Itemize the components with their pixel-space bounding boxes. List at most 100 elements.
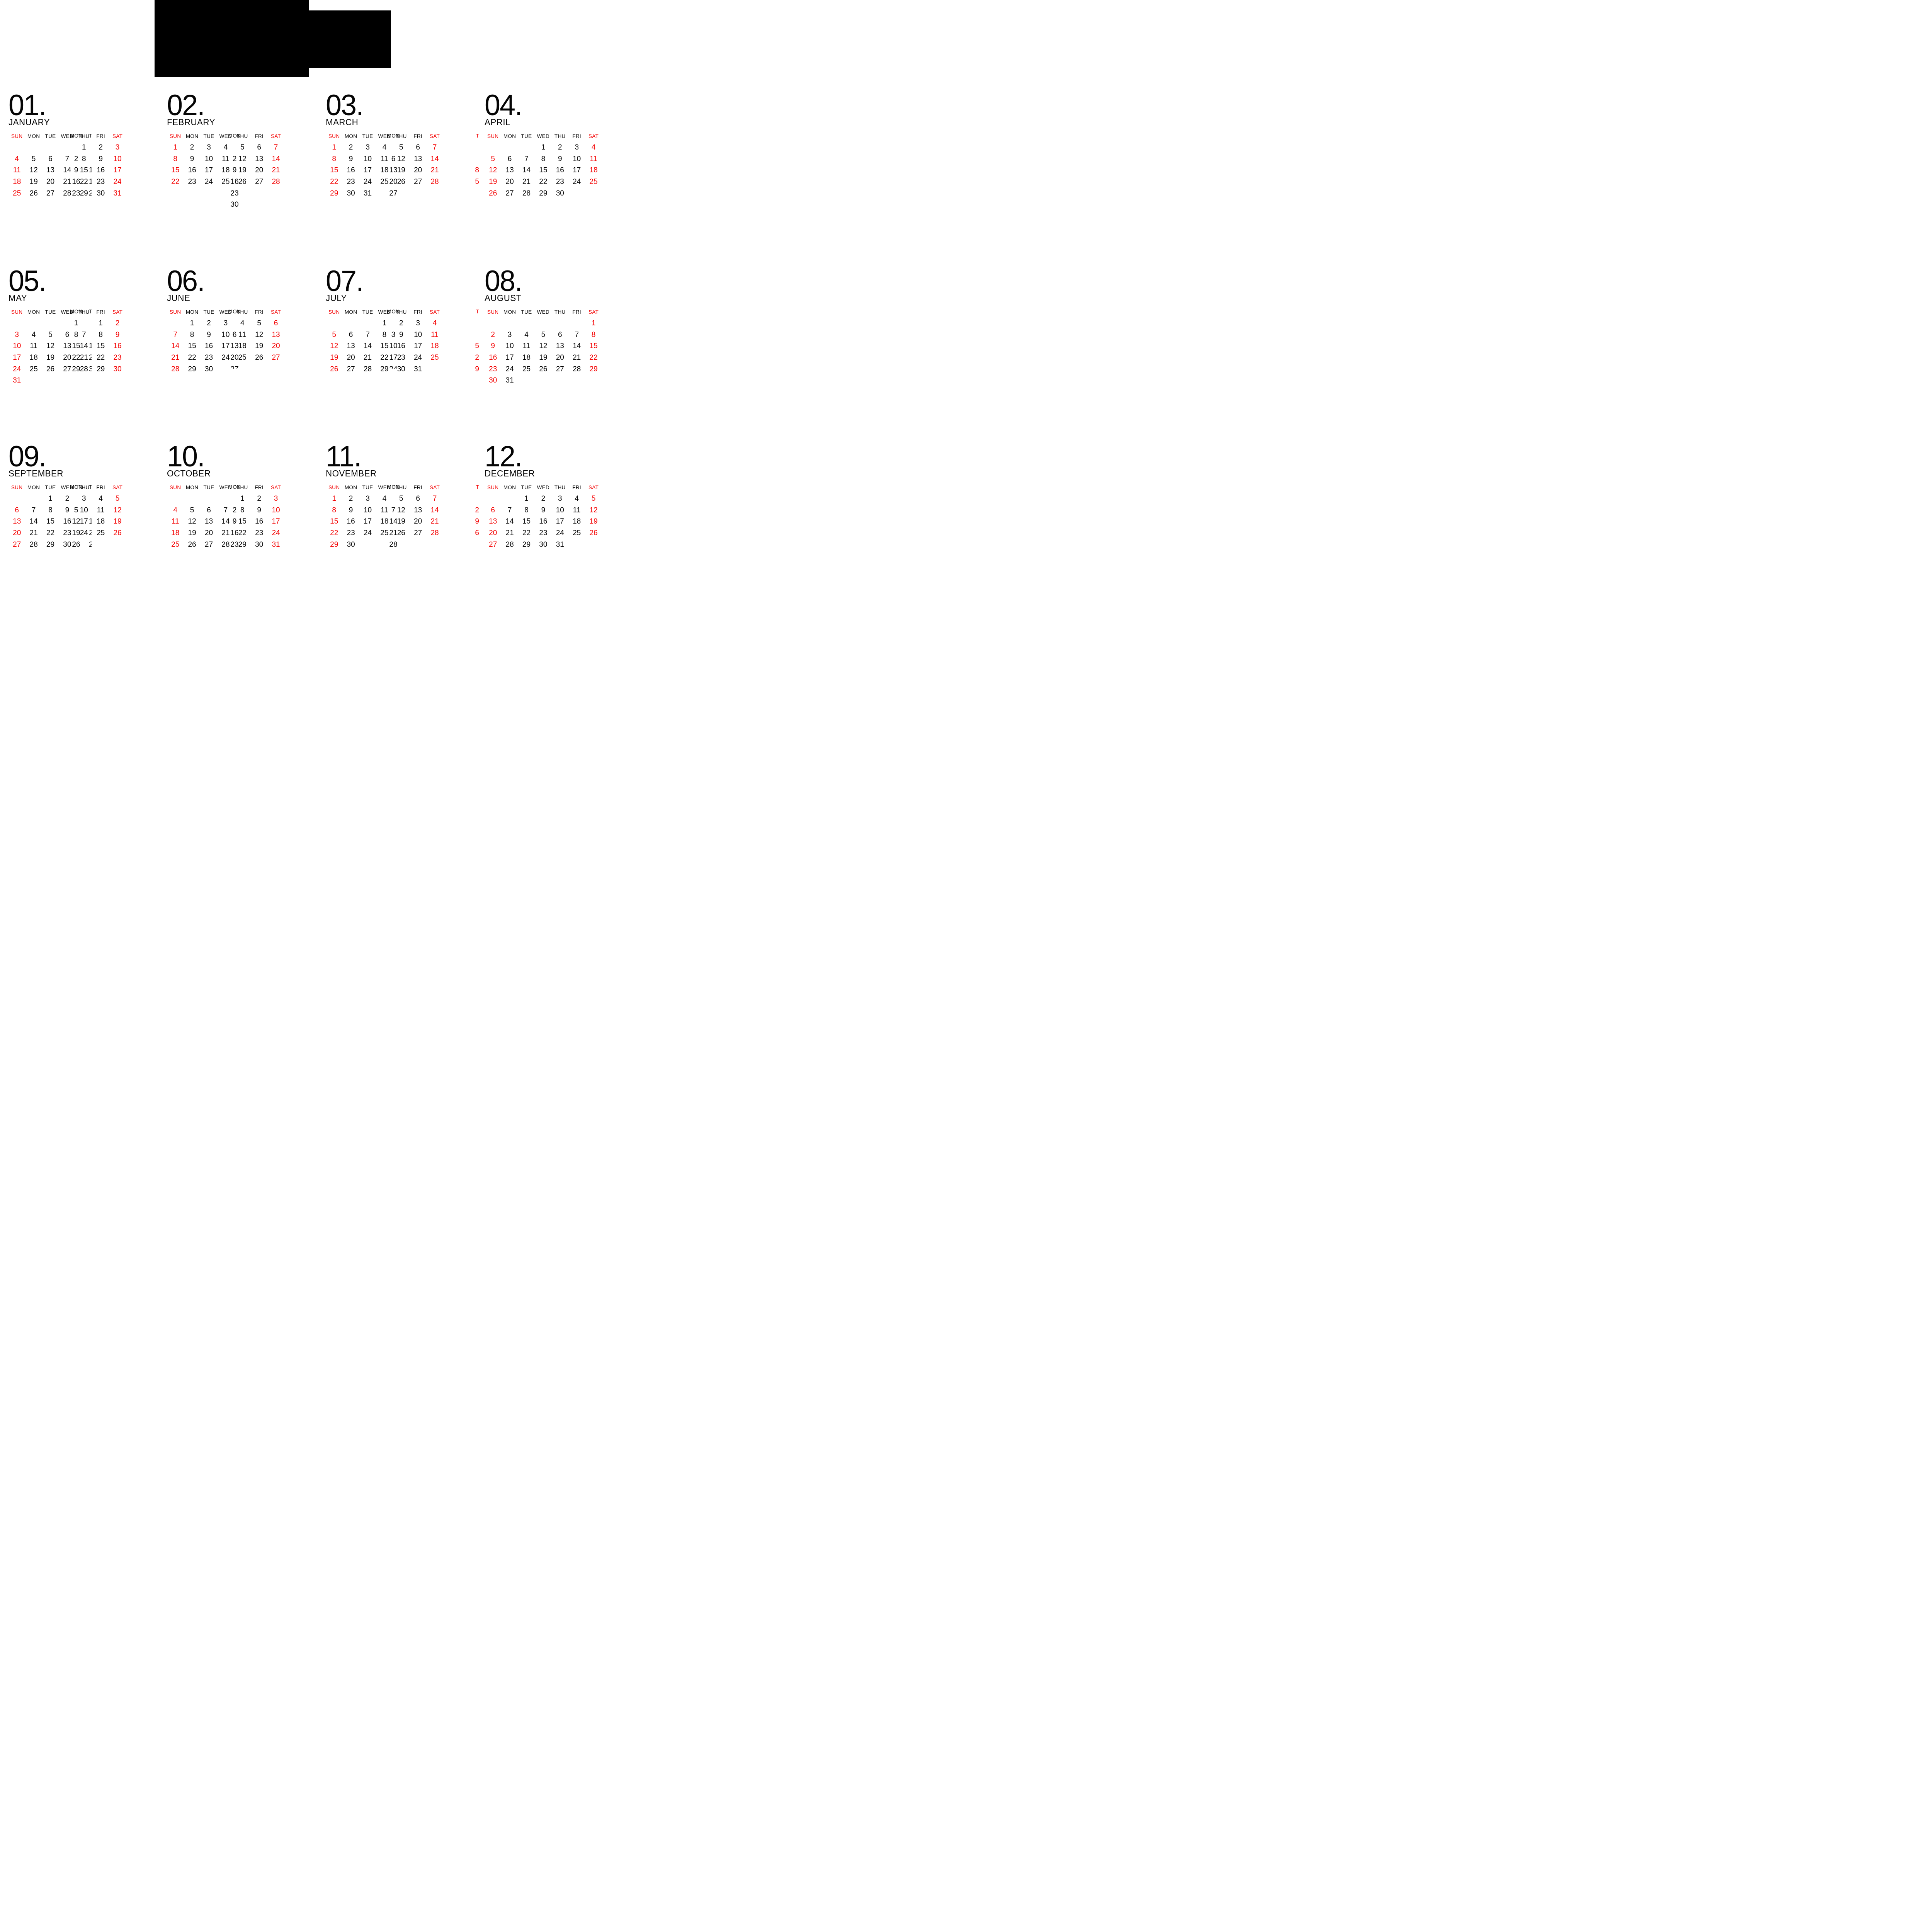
day-cell: 9 bbox=[207, 330, 211, 339]
overlay-monday: 10 bbox=[389, 342, 398, 350]
overlay-monday: 23 bbox=[72, 189, 80, 197]
week-row: 1 2 3 4 5 bbox=[485, 493, 602, 505]
month-number: 01. bbox=[9, 89, 47, 122]
day-cell: 26 bbox=[238, 177, 247, 186]
day-cell: 6 bbox=[48, 155, 53, 163]
day-cell: 2 bbox=[65, 494, 70, 503]
day-cell: 18 bbox=[29, 353, 38, 362]
day-cell: 13 bbox=[414, 506, 422, 514]
day-cell: 21 bbox=[522, 177, 531, 186]
week-row: 17 18 19 20 21 22 23 22 2 bbox=[9, 352, 126, 364]
day-cell: 26 bbox=[46, 365, 55, 373]
month-calendar: SUN MON TUE WED THU FRI SAT T 1 2 3 4 5 6 7 8 9 10 11 12 13 1… bbox=[475, 130, 602, 211]
month-block-october: 10. OCTOBER SUN MON TUE WED THU FRI SAT MON 1 2 3 4… bbox=[167, 442, 298, 549]
overlay-monday: 6 bbox=[391, 155, 396, 163]
weekday-label: SAT bbox=[588, 309, 599, 315]
day-cell: 13 bbox=[489, 517, 497, 526]
overlay-monday: 12 bbox=[72, 517, 80, 526]
day-cell: 13 bbox=[63, 342, 71, 350]
day-cell: 16 bbox=[347, 166, 355, 175]
weekday-label: FRI bbox=[572, 133, 581, 139]
overlay-monday: 20 bbox=[230, 354, 239, 362]
left-partial: 2 bbox=[475, 506, 479, 514]
day-cell: 2 bbox=[558, 143, 562, 151]
day-cell: 4 bbox=[591, 143, 596, 151]
month-calendar: SUN MON TUE WED THU FRI SAT MON 1 2 3 4 5 6 7 8 9 10 11 12 1… bbox=[326, 130, 443, 211]
day-cell: 19 bbox=[539, 353, 548, 362]
day-cell: 7 bbox=[575, 330, 579, 339]
day-cell: 8 bbox=[541, 155, 546, 163]
weekday-label: WED bbox=[219, 309, 232, 315]
day-cell: 24 bbox=[204, 177, 213, 186]
day-cell: 23 bbox=[397, 353, 405, 362]
weekday-label: WED bbox=[219, 133, 232, 139]
day-cell: 17 bbox=[573, 166, 581, 175]
week-row: 10 11 12 13 14 15 16 15 1 bbox=[9, 340, 126, 352]
day-cell: 30 bbox=[255, 540, 264, 549]
overlay-monday: 13 bbox=[389, 166, 398, 175]
day-cell: 26 bbox=[397, 529, 405, 537]
day-cell: 12 bbox=[397, 155, 405, 163]
day-cell: 3 bbox=[507, 330, 512, 339]
day-cell: 28 bbox=[573, 365, 581, 373]
weekday-label: SAT bbox=[112, 309, 123, 315]
day-cell: 7 bbox=[366, 330, 370, 339]
day-cell: 14 bbox=[171, 342, 180, 350]
day-cell: 12 bbox=[29, 166, 38, 175]
day-cell: 7 bbox=[31, 506, 36, 514]
week-row: 27 28 29 30 26 2 bbox=[9, 539, 126, 551]
day-cell: 1 bbox=[48, 494, 53, 503]
day-cell: 27 bbox=[505, 189, 514, 197]
day-cell: 23 bbox=[489, 365, 497, 373]
day-cell: 31 bbox=[13, 376, 21, 385]
day-cell: 27 bbox=[556, 365, 564, 373]
month-name: JULY bbox=[326, 293, 347, 303]
day-cell: 29 bbox=[188, 365, 196, 373]
day-cell: 26 bbox=[589, 529, 598, 537]
weekday-label: MON bbox=[185, 309, 199, 315]
day-cell: 11 bbox=[590, 155, 597, 163]
day-cell: 13 bbox=[204, 517, 213, 526]
day-cell: 29 bbox=[589, 365, 598, 373]
day-cell: 22 bbox=[188, 353, 196, 362]
weekday-label: MON bbox=[27, 309, 40, 315]
weekday-label: SAT bbox=[270, 309, 281, 315]
day-cell: 23 bbox=[347, 529, 355, 537]
weekday-label: SAT bbox=[270, 133, 281, 139]
day-cell: 22 bbox=[97, 353, 105, 362]
overlay-monday: 5 bbox=[74, 506, 78, 514]
day-cell: 18 bbox=[430, 342, 439, 350]
day-cell: 1 bbox=[190, 319, 194, 327]
day-cell: 25 bbox=[430, 353, 439, 362]
day-cell: 11 bbox=[222, 155, 230, 163]
day-cell: 4 bbox=[15, 155, 19, 163]
left-partial: T bbox=[476, 484, 479, 490]
day-cell: 12 bbox=[188, 517, 196, 526]
day-cell: 28 bbox=[221, 540, 230, 549]
weekday-label: WED bbox=[61, 484, 74, 490]
month-calendar: SUN MON TUE WED THU FRI SAT MON 1 2 3 4 5 6 7 8 9 10 11 3 12… bbox=[326, 306, 443, 386]
day-cell: 21 bbox=[430, 517, 439, 526]
day-cell: 24 bbox=[363, 177, 372, 186]
day-cell: 5 bbox=[190, 506, 194, 514]
week-row: 1 2 3 4 5 6 7 bbox=[326, 493, 443, 505]
day-cell: 23 bbox=[97, 177, 105, 186]
day-cell: 26 bbox=[255, 353, 264, 362]
month-name: DECEMBER bbox=[485, 468, 535, 478]
month-number: 02. bbox=[167, 89, 205, 122]
weekday-label: THU bbox=[236, 484, 248, 490]
overlay-tuesday-sliver: 1 bbox=[89, 517, 92, 526]
day-cell: 30 bbox=[63, 540, 71, 549]
week-row: 5 6 7 8 9 10 11 3 bbox=[326, 329, 443, 341]
day-cell: 18 bbox=[238, 342, 247, 350]
day-cell: 25 bbox=[573, 529, 581, 537]
day-cell: 19 bbox=[188, 529, 196, 537]
day-cell: 28 bbox=[171, 365, 180, 373]
weekday-label: TUE bbox=[521, 133, 532, 139]
day-cell: 7 bbox=[173, 330, 177, 339]
day-cell: 25 bbox=[380, 529, 389, 537]
day-cell: 21 bbox=[272, 166, 280, 175]
weekday-label: THU bbox=[554, 133, 566, 139]
day-cell: 12 bbox=[238, 155, 247, 163]
overlay-weekday-label: MON bbox=[70, 309, 83, 315]
